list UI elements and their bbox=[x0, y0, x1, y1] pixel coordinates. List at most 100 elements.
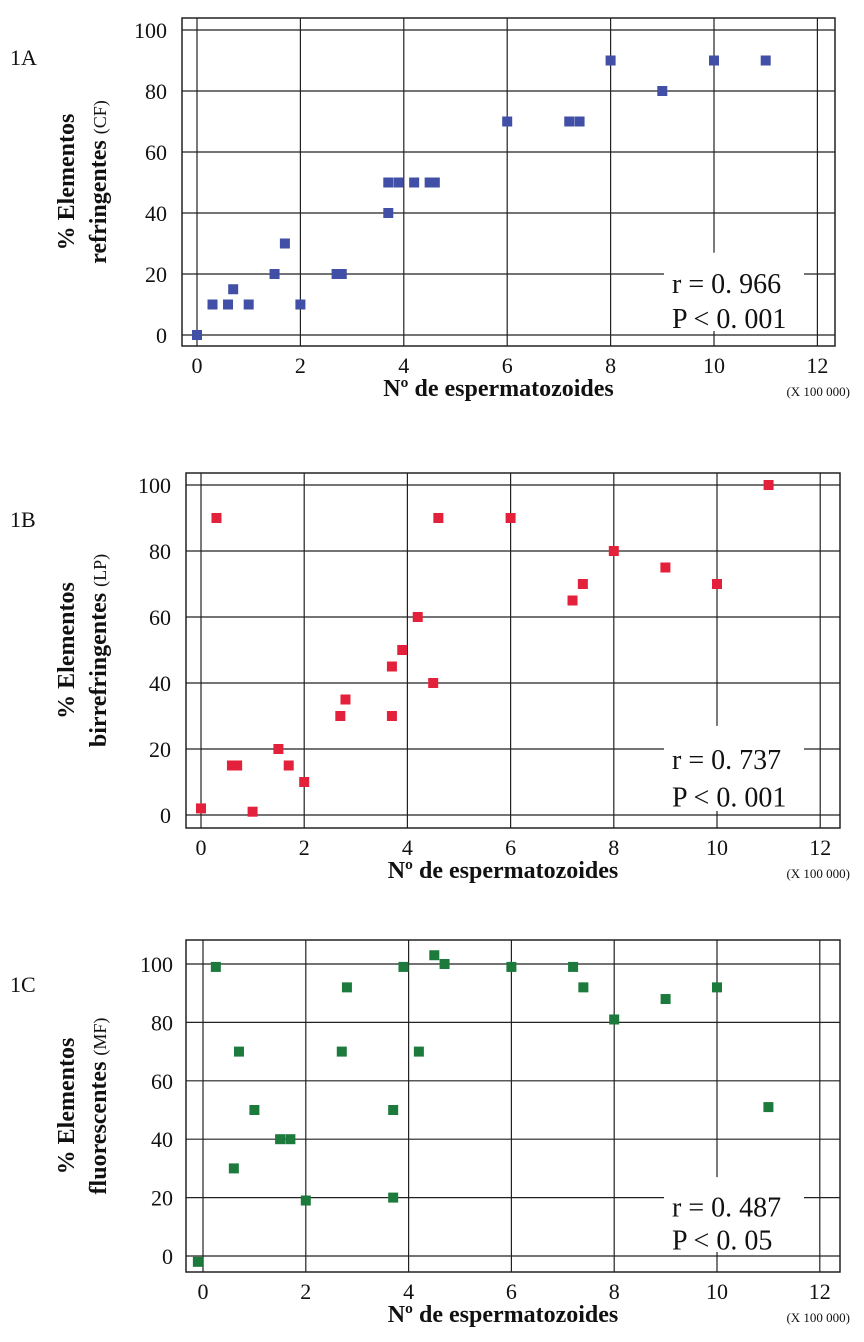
data-point bbox=[605, 55, 616, 66]
y-tick-label: 80 bbox=[149, 539, 171, 564]
data-point bbox=[341, 982, 352, 993]
data-point bbox=[299, 777, 310, 787]
data-point bbox=[232, 760, 243, 771]
data-point bbox=[336, 269, 347, 279]
data-point bbox=[295, 299, 306, 310]
data-point bbox=[429, 177, 440, 188]
data-point bbox=[275, 1134, 286, 1145]
data-point bbox=[763, 1102, 774, 1113]
data-point bbox=[577, 579, 588, 589]
stat-r: r = 0. 966 bbox=[672, 269, 781, 300]
stat-p: P < 0. 05 bbox=[672, 1225, 772, 1256]
data-point bbox=[273, 744, 284, 754]
x-tick-label: 8 bbox=[605, 353, 616, 378]
data-point bbox=[192, 330, 202, 340]
stats-background bbox=[664, 725, 804, 811]
data-point bbox=[506, 961, 517, 972]
data-point bbox=[285, 1134, 296, 1145]
data-point bbox=[249, 1105, 260, 1115]
x-tick-label: 2 bbox=[299, 835, 310, 860]
y-tick-label: 0 bbox=[160, 803, 171, 828]
data-point bbox=[196, 803, 206, 814]
y-tick-label: 80 bbox=[145, 79, 167, 104]
x-axis-unit: (X 100 000) bbox=[786, 1310, 850, 1325]
data-point bbox=[398, 961, 409, 972]
data-point bbox=[383, 177, 394, 188]
panel-label: 1B bbox=[10, 507, 36, 532]
data-point bbox=[192, 1256, 203, 1267]
data-point bbox=[574, 116, 585, 127]
data-point bbox=[578, 982, 589, 993]
x-tick-label: 10 bbox=[703, 353, 725, 378]
data-point bbox=[331, 269, 342, 279]
y-tick-label: 40 bbox=[145, 201, 167, 226]
x-axis-label: Nº de espermatozoides bbox=[383, 376, 614, 402]
data-point bbox=[505, 513, 516, 523]
x-tick-label: 8 bbox=[609, 1279, 620, 1304]
data-point bbox=[207, 299, 218, 310]
y-tick-label: 20 bbox=[149, 737, 171, 762]
data-point bbox=[210, 961, 221, 972]
data-point bbox=[228, 1163, 239, 1174]
x-tick-label: 12 bbox=[809, 1279, 831, 1304]
data-point bbox=[429, 950, 440, 961]
y-tick-label: 20 bbox=[151, 1186, 173, 1211]
y-tick-label: 20 bbox=[145, 262, 167, 287]
stat-r: r = 0. 487 bbox=[672, 1192, 781, 1223]
data-point bbox=[413, 1046, 424, 1057]
y-axis-label-line1: % Elementos bbox=[54, 1038, 80, 1175]
y-axis-label-line2: birrefringentes (LP) bbox=[86, 554, 112, 747]
data-point bbox=[709, 55, 719, 66]
data-point bbox=[424, 177, 435, 188]
y-tick-label: 80 bbox=[151, 1010, 173, 1035]
x-tick-label: 4 bbox=[402, 835, 413, 860]
x-tick-label: 6 bbox=[502, 353, 513, 378]
data-point bbox=[412, 612, 423, 622]
y-tick-label: 40 bbox=[149, 671, 171, 696]
y-tick-label: 60 bbox=[145, 140, 167, 165]
x-axis-label: Nº de espermatozoides bbox=[388, 1302, 619, 1328]
data-point bbox=[568, 961, 579, 972]
y-axis-label-text: refringentes bbox=[86, 134, 112, 264]
data-point bbox=[269, 269, 280, 279]
stat-r: r = 0. 737 bbox=[672, 745, 781, 776]
x-tick-label: 12 bbox=[806, 353, 828, 378]
data-point bbox=[657, 86, 668, 96]
y-axis-label-line1: % Elementos bbox=[54, 114, 80, 251]
data-point bbox=[760, 55, 771, 66]
x-tick-label: 6 bbox=[506, 1279, 517, 1304]
stat-p: P < 0. 001 bbox=[672, 304, 786, 335]
y-tick-label: 60 bbox=[149, 605, 171, 630]
data-point bbox=[608, 546, 619, 556]
data-point bbox=[228, 284, 239, 295]
data-point bbox=[564, 116, 575, 127]
data-point bbox=[335, 711, 346, 721]
x-tick-label: 10 bbox=[706, 835, 728, 860]
panel-label: 1C bbox=[10, 972, 36, 997]
y-tick-label: 0 bbox=[162, 1244, 173, 1269]
data-point bbox=[763, 480, 774, 490]
x-axis-unit: (X 100 000) bbox=[786, 384, 850, 399]
y-axis-label-text: birrefringentes bbox=[86, 587, 112, 747]
y-axis-label-suffix: (MF) bbox=[90, 1018, 111, 1056]
data-point bbox=[609, 1014, 620, 1025]
stats-background bbox=[664, 252, 804, 331]
y-tick-label: 100 bbox=[138, 473, 171, 498]
x-tick-label: 0 bbox=[198, 1279, 209, 1304]
data-point bbox=[660, 562, 671, 573]
data-point bbox=[340, 694, 351, 705]
y-axis-label-line1: % Elementos bbox=[54, 582, 80, 719]
data-point bbox=[428, 678, 439, 688]
data-point bbox=[233, 1046, 244, 1057]
data-point bbox=[243, 299, 254, 310]
data-point bbox=[388, 1105, 399, 1115]
stat-p: P < 0. 001 bbox=[672, 783, 786, 814]
x-tick-label: 2 bbox=[295, 353, 306, 378]
x-tick-label: 4 bbox=[403, 1279, 414, 1304]
data-point bbox=[397, 645, 408, 655]
data-point bbox=[409, 177, 420, 188]
data-point bbox=[279, 238, 290, 249]
data-point bbox=[567, 595, 578, 606]
